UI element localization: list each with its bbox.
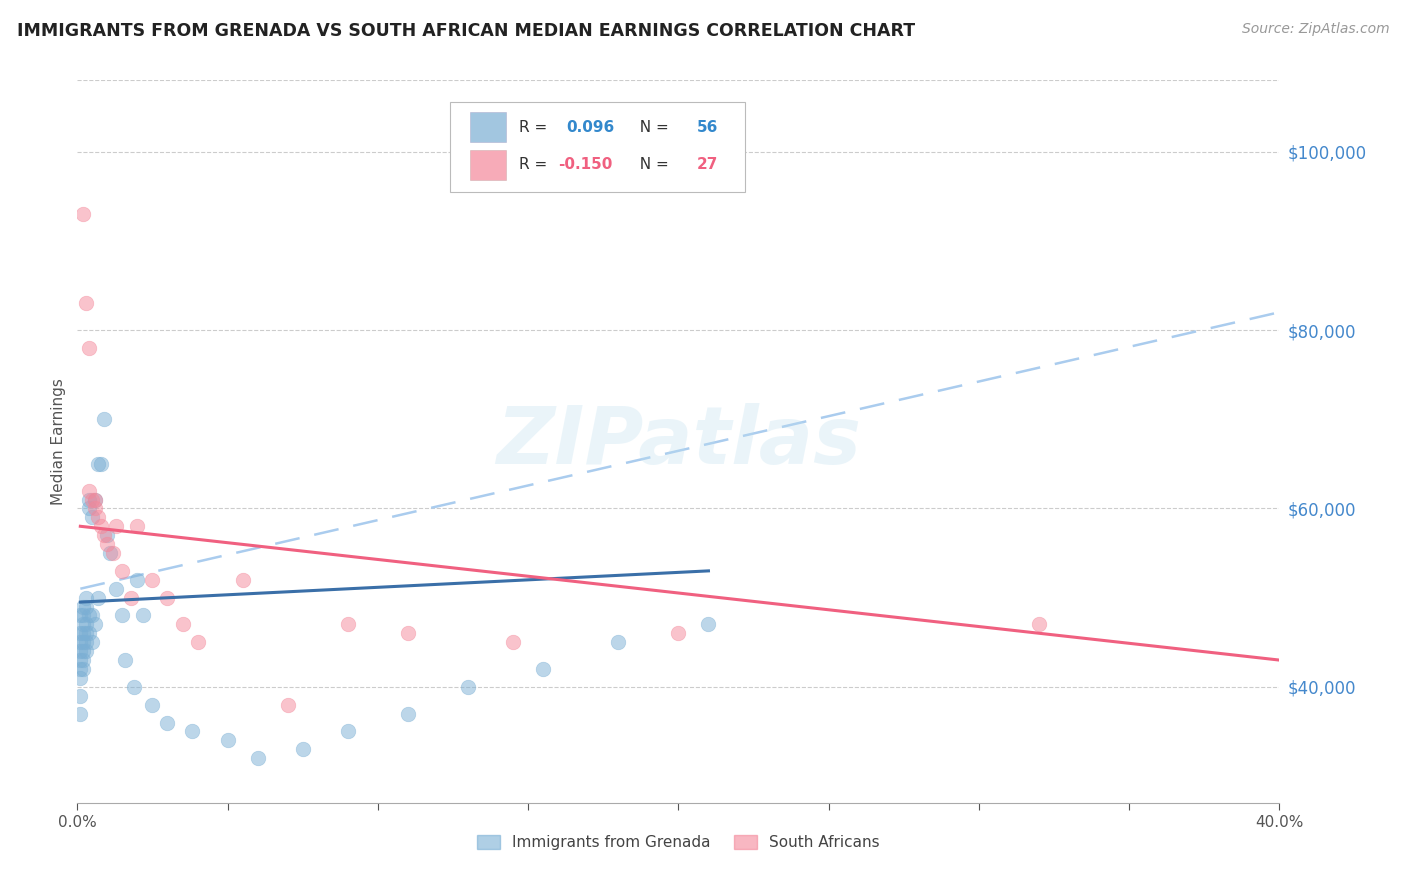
Point <box>697 617 720 632</box>
Point <box>79 501 101 516</box>
Point <box>87 457 110 471</box>
Point <box>75 626 97 640</box>
Text: 27: 27 <box>696 157 718 172</box>
Point <box>141 573 163 587</box>
Point <box>75 599 97 614</box>
Point <box>396 626 419 640</box>
Point <box>69 671 91 685</box>
Point <box>72 662 94 676</box>
Point <box>87 591 110 605</box>
Text: 0.096: 0.096 <box>567 120 614 135</box>
Point <box>72 608 94 623</box>
FancyBboxPatch shape <box>471 150 506 180</box>
Point <box>72 599 94 614</box>
Point <box>69 626 91 640</box>
Y-axis label: Median Earnings: Median Earnings <box>51 378 66 505</box>
Point <box>72 617 94 632</box>
Text: N =: N = <box>630 120 673 135</box>
Point <box>668 626 690 640</box>
FancyBboxPatch shape <box>471 112 506 143</box>
Point <box>232 573 254 587</box>
Point <box>127 573 149 587</box>
Point <box>75 617 97 632</box>
Point <box>75 635 97 649</box>
Point <box>72 207 94 221</box>
Point <box>607 635 630 649</box>
Point <box>75 591 97 605</box>
Point <box>96 537 118 551</box>
Point <box>87 510 110 524</box>
Point <box>69 662 91 676</box>
Point <box>457 680 479 694</box>
Point <box>111 564 134 578</box>
Text: Source: ZipAtlas.com: Source: ZipAtlas.com <box>1241 22 1389 37</box>
Point <box>79 626 101 640</box>
Text: -0.150: -0.150 <box>558 157 613 172</box>
Point <box>186 635 209 649</box>
Point <box>103 546 125 560</box>
Point <box>69 644 91 658</box>
Text: R =: R = <box>519 120 551 135</box>
Point <box>69 653 91 667</box>
Point <box>79 341 101 355</box>
Point <box>105 582 128 596</box>
Point <box>277 698 299 712</box>
Point <box>90 457 112 471</box>
Text: N =: N = <box>630 157 673 172</box>
Point <box>69 608 91 623</box>
Point <box>72 653 94 667</box>
FancyBboxPatch shape <box>450 102 745 193</box>
Point <box>82 510 104 524</box>
Point <box>100 546 122 560</box>
Point <box>96 528 118 542</box>
Point <box>141 698 163 712</box>
Point <box>120 591 142 605</box>
Point <box>82 635 104 649</box>
Point <box>72 644 94 658</box>
Point <box>69 635 91 649</box>
Point <box>114 653 136 667</box>
Text: ZIPatlas: ZIPatlas <box>496 402 860 481</box>
Point <box>93 528 115 542</box>
Point <box>84 492 107 507</box>
Point <box>82 492 104 507</box>
Point <box>75 296 97 310</box>
Point <box>69 706 91 721</box>
Point <box>502 635 524 649</box>
Point <box>84 492 107 507</box>
Point <box>336 724 359 739</box>
Text: 56: 56 <box>696 120 718 135</box>
Point <box>90 519 112 533</box>
Point <box>531 662 554 676</box>
Text: R =: R = <box>519 157 551 172</box>
Point <box>156 715 179 730</box>
Point <box>172 617 194 632</box>
Point <box>84 501 107 516</box>
Point <box>82 608 104 623</box>
Point <box>79 492 101 507</box>
Point <box>217 733 239 747</box>
Point <box>84 617 107 632</box>
Point <box>105 519 128 533</box>
Point <box>72 635 94 649</box>
Point <box>93 412 115 426</box>
Point <box>69 689 91 703</box>
Point <box>79 483 101 498</box>
Text: IMMIGRANTS FROM GRENADA VS SOUTH AFRICAN MEDIAN EARNINGS CORRELATION CHART: IMMIGRANTS FROM GRENADA VS SOUTH AFRICAN… <box>17 22 915 40</box>
Legend: Immigrants from Grenada, South Africans: Immigrants from Grenada, South Africans <box>471 830 886 856</box>
Point <box>127 519 149 533</box>
Point <box>246 751 269 765</box>
Point <box>79 608 101 623</box>
Point <box>396 706 419 721</box>
Point <box>111 608 134 623</box>
Point <box>1028 617 1050 632</box>
Point <box>132 608 155 623</box>
Point <box>180 724 202 739</box>
Point <box>72 626 94 640</box>
Point <box>336 617 359 632</box>
Point <box>156 591 179 605</box>
Point <box>75 644 97 658</box>
Point <box>291 742 314 756</box>
Point <box>124 680 146 694</box>
